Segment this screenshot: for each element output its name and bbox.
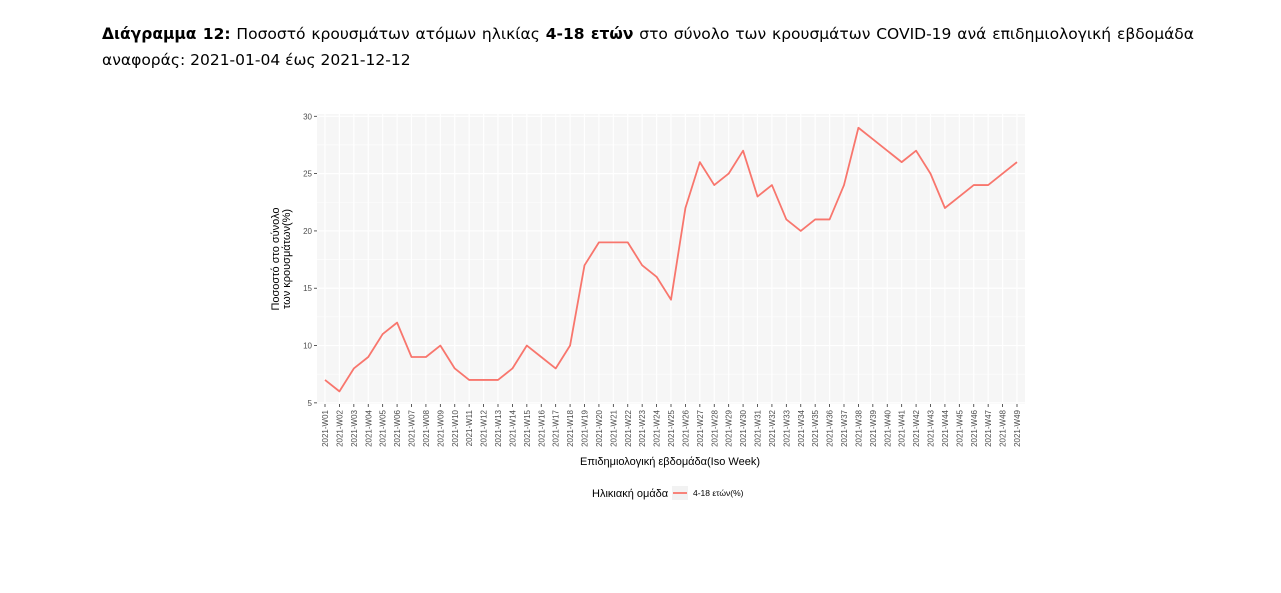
x-tick-label: 2021-W25: [667, 409, 676, 446]
y-tick-label: 20: [303, 227, 312, 236]
x-tick-label: 2021-W27: [696, 409, 705, 446]
x-tick-label: 2021-W26: [681, 409, 690, 446]
x-tick-label: 2021-W11: [465, 409, 474, 446]
x-tick-label: 2021-W07: [408, 409, 417, 446]
x-axis-title: Επιδημιολογική εβδομάδα(Iso Week): [580, 456, 760, 468]
x-tick-label: 2021-W24: [653, 409, 662, 446]
x-tick-label: 2021-W31: [754, 409, 763, 446]
y-axis: 5 10 15 20 25 30: [303, 112, 317, 408]
x-tick-label: 2021-W02: [335, 409, 344, 446]
x-tick-label: 2021-W39: [869, 409, 878, 446]
x-tick-label: 2021-W38: [854, 409, 863, 446]
x-tick-label: 2021-W12: [480, 409, 489, 446]
y-tick-label: 30: [303, 112, 312, 121]
x-tick-label: 2021-W28: [710, 409, 719, 446]
caption-text-before: Ποσοστό κρουσμάτων ατόμων ηλικίας: [230, 25, 546, 43]
x-tick-label: 2021-W35: [811, 409, 820, 446]
x-tick-label: 2021-W03: [350, 409, 359, 446]
y-tick-label: 10: [303, 342, 312, 351]
x-tick-label: 2021-W33: [782, 409, 791, 446]
x-tick-label: 2021-W43: [927, 409, 936, 446]
x-tick-label: 2021-W45: [955, 409, 964, 446]
legend: Ηλικιακή ομάδα 4-18 ετών(%): [592, 486, 744, 500]
x-tick-label: 2021-W49: [1013, 409, 1022, 446]
x-tick-label: 2021-W46: [970, 409, 979, 446]
x-tick-label: 2021-W10: [451, 409, 460, 446]
x-tick-label: 2021-W36: [826, 409, 835, 446]
figure-caption: Διάγραμμα 12: Ποσοστό κρουσμάτων ατόμων …: [102, 21, 1194, 73]
x-tick-label: 2021-W37: [840, 409, 849, 446]
x-tick-label: 2021-W05: [379, 409, 388, 446]
x-tick-label: 2021-W22: [624, 409, 633, 446]
x-tick-label: 2021-W30: [739, 409, 748, 446]
legend-entry-label: 4-18 ετών(%): [693, 488, 744, 498]
x-tick-label: 2021-W09: [436, 409, 445, 446]
x-tick-label: 2021-W42: [912, 409, 921, 446]
x-tick-label: 2021-W06: [393, 409, 402, 446]
x-tick-label: 2021-W32: [768, 409, 777, 446]
x-tick-label: 2021-W18: [566, 409, 575, 446]
x-tick-label: 2021-W01: [321, 409, 330, 446]
x-tick-label: 2021-W19: [581, 409, 590, 446]
x-tick-label: 2021-W47: [984, 409, 993, 446]
x-tick-label: 2021-W13: [494, 409, 503, 446]
y-tick-label: 25: [303, 170, 312, 179]
x-tick-label: 2021-W34: [797, 409, 806, 446]
y-tick-label: 15: [303, 284, 312, 293]
x-tick-label: 2021-W17: [552, 409, 561, 446]
x-tick-label: 2021-W21: [609, 409, 618, 446]
x-tick-label: 2021-W16: [537, 409, 546, 446]
x-tick-label: 2021-W04: [364, 409, 373, 446]
x-tick-label: 2021-W48: [999, 409, 1008, 446]
x-axis: 2021-W01 2021-W02 2021-W03 2021-W04 2021-W05…: [321, 404, 1022, 447]
x-tick-label: 2021-W08: [422, 409, 431, 446]
caption-text-after: στο σύνολο των κρουσμάτων COVID-19 ανά ε…: [102, 25, 1194, 69]
series-line-4-18: [324, 126, 1018, 393]
y-axis-title-line-1: Ποσοστό στο σύνολο: [270, 207, 282, 310]
x-tick-label: 2021-W23: [638, 409, 647, 446]
x-tick-label: 2021-W20: [595, 409, 604, 446]
x-tick-label: 2021-W15: [523, 409, 532, 446]
x-tick-label: 2021-W40: [883, 409, 892, 446]
caption-bold-age-group: 4-18 ετών: [545, 25, 634, 43]
legend-title: Ηλικιακή ομάδα: [592, 488, 669, 500]
grid-lines: [317, 114, 1025, 404]
x-tick-label: 2021-W41: [898, 409, 907, 446]
caption-label: Διάγραμμα 12:: [102, 25, 231, 43]
x-tick-label: 2021-W14: [508, 409, 517, 446]
y-tick-label: 5: [308, 399, 313, 408]
x-tick-label: 2021-W44: [941, 409, 950, 446]
x-tick-label: 2021-W29: [725, 409, 734, 446]
y-axis-title-line-2: των κρουσμάτων(%): [281, 209, 293, 309]
